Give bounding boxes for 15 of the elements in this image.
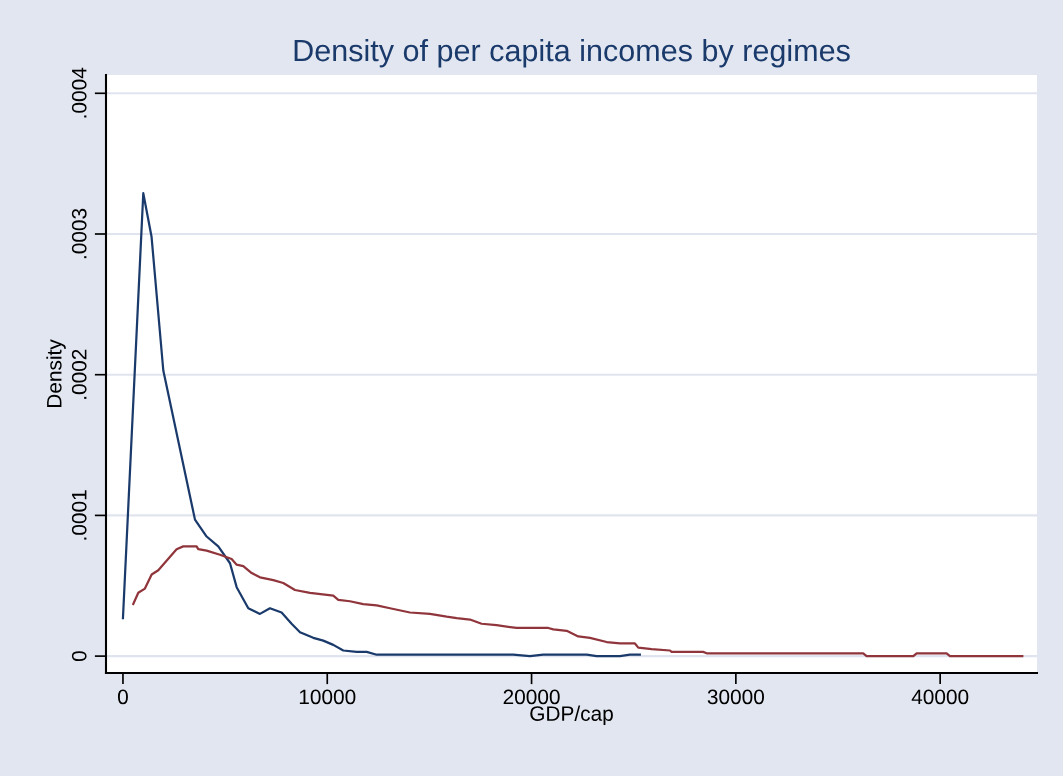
x-tick-label: 10000: [299, 689, 356, 705]
line-series: [132, 545, 1024, 658]
y-tick-label: 0: [71, 651, 87, 662]
x-tick-label: 0: [117, 689, 128, 705]
line-series: [121, 192, 641, 658]
y-tick-label: .0004: [71, 67, 87, 118]
chart-title: Density of per capita incomes by regimes: [294, 38, 850, 68]
x-tick-label: 40000: [911, 689, 969, 705]
y-tick-label: .0001: [71, 490, 87, 540]
x-tick-label: 30000: [707, 689, 765, 705]
x-tick-label: 20000: [503, 689, 560, 705]
y-axis-title: Density: [46, 339, 66, 408]
x-axis-title: GDP/cap: [530, 705, 613, 726]
y-tick-label: .0003: [71, 208, 87, 259]
y-tick-label: .0002: [71, 349, 87, 399]
